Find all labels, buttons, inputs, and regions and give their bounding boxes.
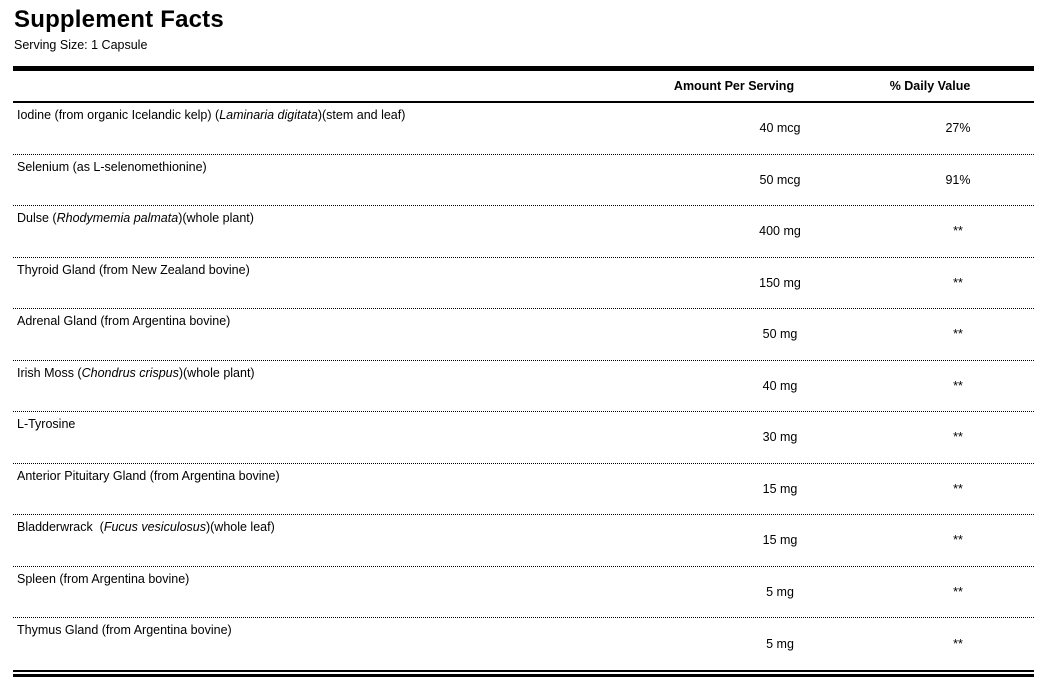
- header-amount-per-serving: Amount Per Serving: [673, 79, 795, 93]
- daily-value-cell: **: [953, 327, 963, 342]
- table-row: Thymus Gland (from Argentina bovine) 5 m…: [13, 618, 1034, 670]
- table-row: Bladderwrack (Fucus vesiculosus)(whole l…: [13, 515, 1034, 567]
- amount-cell: 5 mg: [766, 584, 794, 599]
- table-row: Dulse (Rhodymemia palmata)(whole plant) …: [13, 206, 1034, 258]
- page-title: Supplement Facts: [14, 6, 224, 33]
- ingredient-name: L-Tyrosine: [17, 417, 76, 431]
- ingredient-name: Dulse (Rhodymemia palmata)(whole plant): [17, 211, 254, 225]
- table-row: Selenium (as L-selenomethionine) 50 mcg …: [13, 155, 1034, 206]
- daily-value-cell: **: [953, 275, 963, 290]
- amount-cell: 5 mg: [766, 636, 794, 651]
- ingredient-name: Anterior Pituitary Gland (from Argentina…: [17, 468, 280, 483]
- table-row: Iodine (from organic Icelandic kelp) (La…: [13, 103, 1034, 155]
- amount-cell: 15 mg: [762, 533, 798, 548]
- daily-value-cell: **: [953, 533, 963, 548]
- table-row: Irish Moss (Chondrus crispus)(whole plan…: [13, 361, 1034, 412]
- header-daily-value: % Daily Value: [889, 79, 971, 93]
- daily-value-cell: 27%: [945, 121, 971, 136]
- ingredient-name: Adrenal Gland (from Argentina bovine): [17, 314, 231, 328]
- ingredient-name: Thyroid Gland (from New Zealand bovine): [17, 262, 250, 277]
- ingredient-name: Iodine (from organic Icelandic kelp) (La…: [17, 108, 406, 122]
- table-row: Adrenal Gland (from Argentina bovine) 50…: [13, 309, 1034, 361]
- daily-value-cell: **: [953, 584, 963, 599]
- amount-cell: 400 mg: [759, 224, 801, 239]
- serving-size-text: Serving Size: 1 Capsule: [14, 38, 148, 52]
- daily-value-cell: **: [953, 481, 963, 496]
- daily-value-cell: **: [953, 224, 963, 239]
- top-thick-rule: [13, 66, 1034, 71]
- table-row: Thyroid Gland (from New Zealand bovine) …: [13, 258, 1034, 309]
- amount-cell: 30 mg: [762, 430, 798, 445]
- facts-rows: Iodine (from organic Icelandic kelp) (La…: [13, 103, 1034, 670]
- ingredient-name: Bladderwrack (Fucus vesiculosus)(whole l…: [17, 520, 275, 534]
- daily-value-cell: 91%: [945, 172, 971, 187]
- table-row: Spleen (from Argentina bovine) 5 mg **: [13, 567, 1034, 618]
- table-row: L-Tyrosine 30 mg **: [13, 412, 1034, 464]
- daily-value-cell: **: [953, 430, 963, 445]
- ingredient-name: Thymus Gland (from Argentina bovine): [17, 623, 232, 637]
- daily-value-cell: **: [953, 636, 963, 651]
- amount-cell: 50 mg: [762, 327, 798, 342]
- ingredient-name: Selenium (as L-selenomethionine): [17, 159, 207, 174]
- table-row: Anterior Pituitary Gland (from Argentina…: [13, 464, 1034, 515]
- amount-cell: 50 mcg: [759, 172, 801, 187]
- daily-value-cell: **: [953, 378, 963, 393]
- bottom-double-rule: [13, 669, 1034, 677]
- amount-cell: 40 mcg: [759, 121, 801, 136]
- amount-cell: 40 mg: [762, 378, 798, 393]
- amount-cell: 15 mg: [762, 481, 798, 496]
- amount-cell: 150 mg: [759, 275, 801, 290]
- table-header-row: Amount Per Serving % Daily Value: [13, 71, 1034, 103]
- ingredient-name: Irish Moss (Chondrus crispus)(whole plan…: [17, 365, 255, 380]
- ingredient-name: Spleen (from Argentina bovine): [17, 571, 190, 586]
